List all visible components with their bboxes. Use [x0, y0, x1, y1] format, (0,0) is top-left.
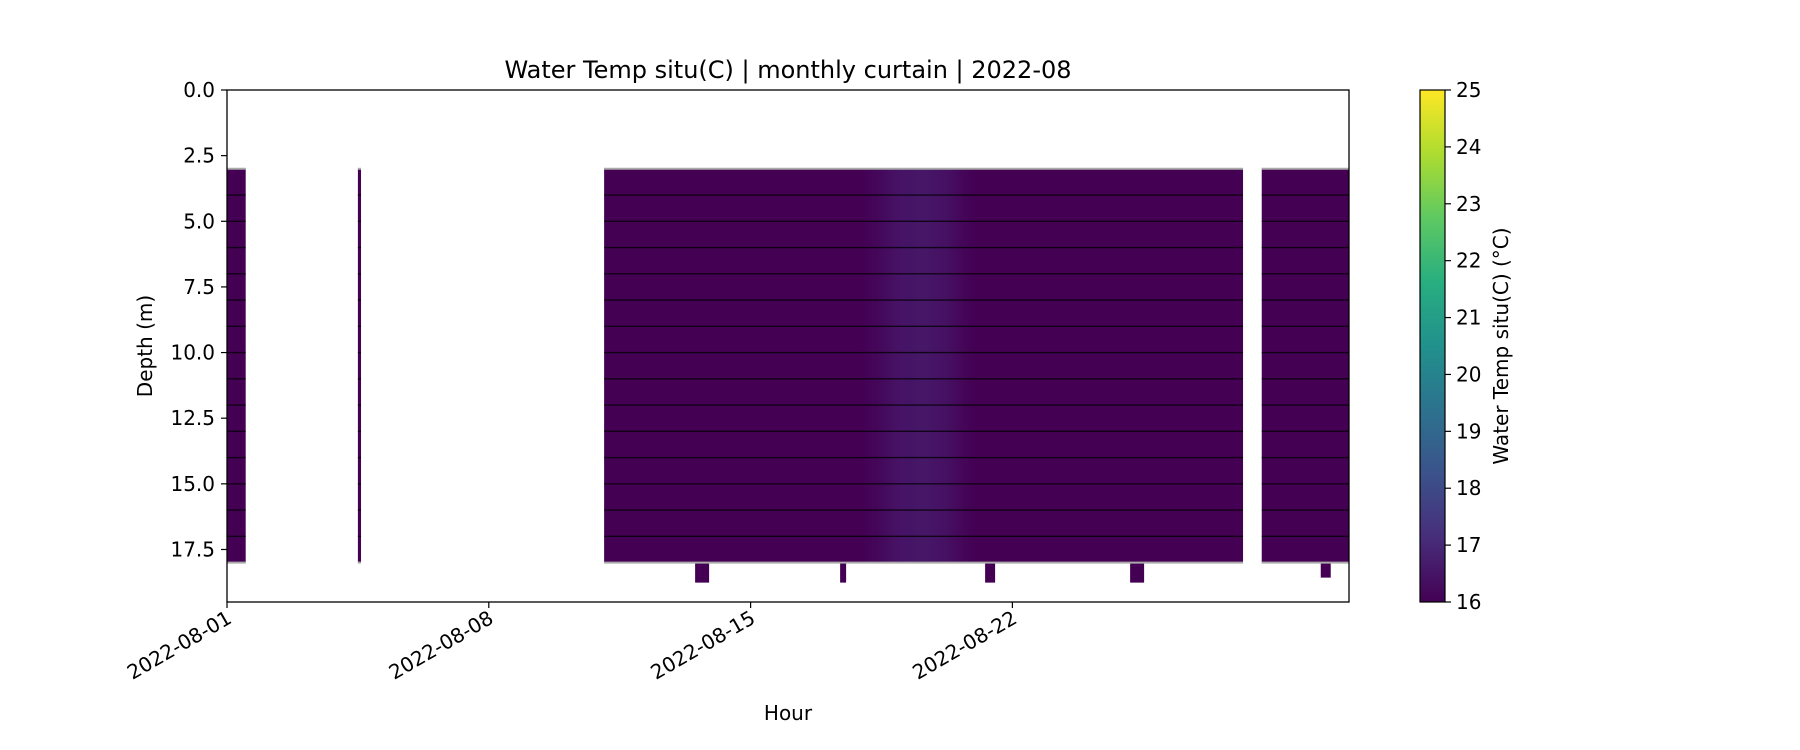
- colorbar-tick-label: 19: [1456, 419, 1481, 443]
- colorbar-tick-label: 25: [1456, 78, 1481, 102]
- x-tick-label: 2022-08-08: [385, 606, 498, 685]
- y-axis: 0.0 2.5 5.0 7.5 10.0 12.5 15.0 17.5: [170, 78, 227, 561]
- colorbar-tick-label: 17: [1456, 533, 1481, 557]
- curtain-segment-4: [1261, 168, 1349, 563]
- colorbar-label: Water Temp situ(C) (°C): [1489, 227, 1513, 464]
- colorbar-tick-label: 24: [1456, 135, 1481, 159]
- x-axis: 2022-08-01 2022-08-08 2022-08-15 2022-08-22: [123, 602, 1021, 684]
- plot-frame: [226, 89, 1350, 603]
- colorbar-tick-label: 23: [1456, 192, 1481, 216]
- y-tick-label: 15.0: [170, 472, 215, 496]
- y-tick-label: 0.0: [183, 78, 215, 102]
- curtain-tail: [840, 562, 847, 583]
- curtain-tail: [695, 562, 710, 583]
- curtain-tail: [1320, 562, 1331, 578]
- y-axis-label: Depth (m): [133, 295, 157, 397]
- y-tick-label: 7.5: [183, 275, 215, 299]
- plot-area: [227, 167, 1349, 583]
- x-axis-label: Hour: [764, 701, 813, 725]
- y-tick-label: 10.0: [170, 341, 215, 365]
- curtain-segment-1: [227, 168, 246, 563]
- chart-title: Water Temp situ(C) | monthly curtain | 2…: [504, 56, 1071, 84]
- x-tick-label: 2022-08-01: [123, 606, 236, 685]
- y-tick-label: 2.5: [183, 144, 215, 168]
- x-tick-label: 2022-08-15: [646, 606, 759, 685]
- colorbar: [1419, 89, 1446, 603]
- warm-band: [862, 168, 975, 563]
- y-tick-label: 17.5: [170, 537, 215, 561]
- y-tick-label: 5.0: [183, 209, 215, 233]
- colorbar-tick-label: 18: [1456, 476, 1481, 500]
- curtain-tail: [985, 562, 996, 583]
- colorbar-tick-label: 21: [1456, 306, 1481, 330]
- colorbar-ticks: 16 17 18 19 20 21 22 23 24 25: [1445, 78, 1481, 614]
- y-tick-label: 12.5: [170, 406, 215, 430]
- curtain-tail: [1130, 562, 1145, 583]
- curtain-segment-2: [357, 168, 362, 563]
- x-tick-label: 2022-08-22: [908, 606, 1021, 685]
- colorbar-tick-label: 22: [1456, 249, 1481, 273]
- colorbar-tick-label: 16: [1456, 590, 1481, 614]
- colorbar-tick-label: 20: [1456, 362, 1481, 386]
